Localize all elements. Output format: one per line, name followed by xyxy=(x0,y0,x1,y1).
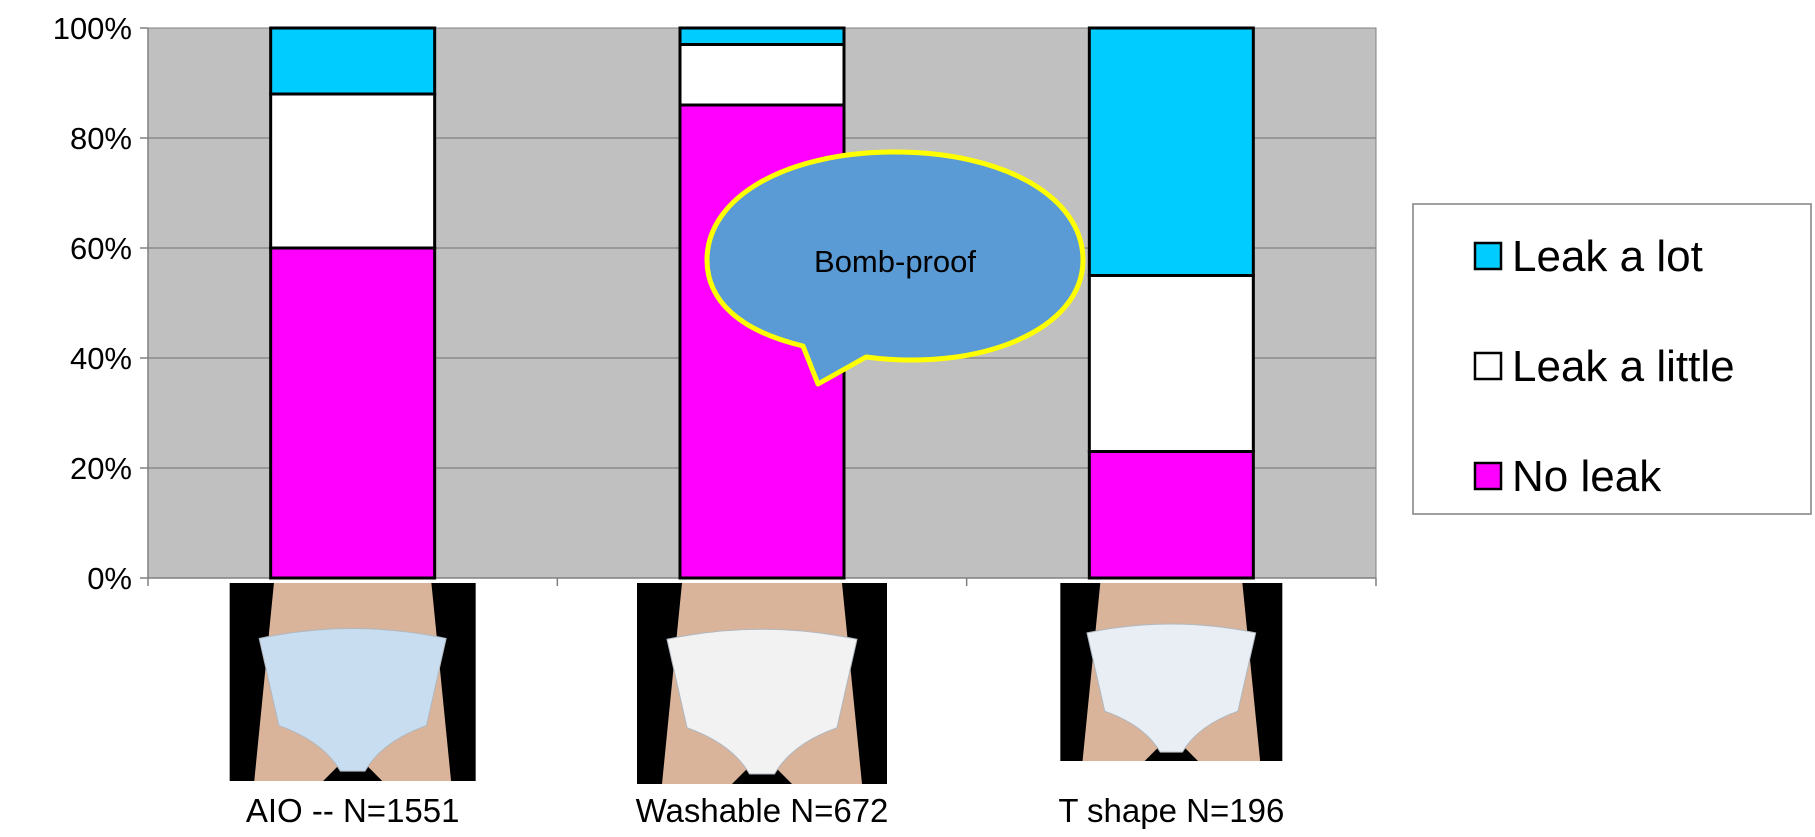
category-photos xyxy=(229,583,1283,784)
bar-leak-a-lot-2 xyxy=(678,26,846,46)
legend-swatch xyxy=(1473,241,1503,271)
photo-diaper xyxy=(258,628,447,772)
legend-item-leak-a-little: Leak a little xyxy=(1473,342,1735,391)
y-tick-label: 40% xyxy=(70,341,132,376)
legend-item-leak-a-lot: Leak a lot xyxy=(1473,232,1703,281)
y-tick-label: 60% xyxy=(70,231,132,266)
diaper-photo-t-shape xyxy=(1060,583,1283,761)
bar-leak-a-lot-1 xyxy=(269,26,437,96)
photo-diaper xyxy=(1086,623,1257,753)
legend-label: No leak xyxy=(1512,452,1662,501)
legend-swatch xyxy=(1473,351,1503,381)
x-tick-label: T shape N=196 xyxy=(1058,792,1284,829)
diaper-photo-washable xyxy=(637,583,887,784)
legend-swatch xyxy=(1473,461,1503,491)
bar-no-leak-1 xyxy=(269,246,437,580)
legend: Leak a lot Leak a little No leak xyxy=(1412,203,1812,515)
bar-leak-a-little-2 xyxy=(678,43,846,107)
diaper-photo-aio xyxy=(229,583,476,781)
bar-leak-a-little-1 xyxy=(269,92,437,250)
y-tick-label: 80% xyxy=(70,121,132,156)
x-axis-labels: AIO -- N=1551 Washable N=672 T shape N=196 xyxy=(246,792,1285,829)
photo-diaper xyxy=(666,628,858,775)
y-tick-label: 20% xyxy=(70,451,132,486)
x-tick-label: AIO -- N=1551 xyxy=(246,792,460,829)
y-tick-label: 100% xyxy=(53,11,132,46)
callout-bubble xyxy=(704,149,1086,387)
legend-label: Leak a lot xyxy=(1512,232,1703,281)
y-tick-label: 0% xyxy=(87,561,132,596)
bar-no-leak-3 xyxy=(1087,450,1255,580)
bomb-proof-callout: Bomb-proof xyxy=(704,149,1086,387)
legend-item-no-leak: No leak xyxy=(1473,452,1662,501)
callout-text: Bomb-proof xyxy=(814,244,976,279)
bars xyxy=(269,26,1255,580)
x-tick-label: Washable N=672 xyxy=(636,792,889,829)
bar-leak-a-little-3 xyxy=(1087,274,1255,453)
legend-label: Leak a little xyxy=(1512,342,1735,391)
bar-leak-a-lot-3 xyxy=(1087,26,1255,277)
